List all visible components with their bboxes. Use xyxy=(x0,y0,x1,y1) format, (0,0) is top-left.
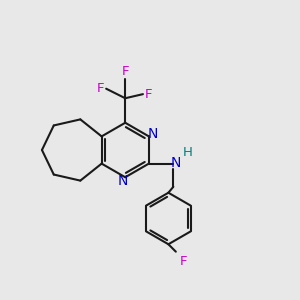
Text: F: F xyxy=(97,82,104,95)
Text: N: N xyxy=(118,174,128,188)
Text: H: H xyxy=(182,146,192,159)
Text: F: F xyxy=(145,88,152,100)
Text: F: F xyxy=(179,255,187,268)
Text: N: N xyxy=(148,127,158,141)
Text: N: N xyxy=(170,156,181,170)
Text: F: F xyxy=(122,65,129,78)
